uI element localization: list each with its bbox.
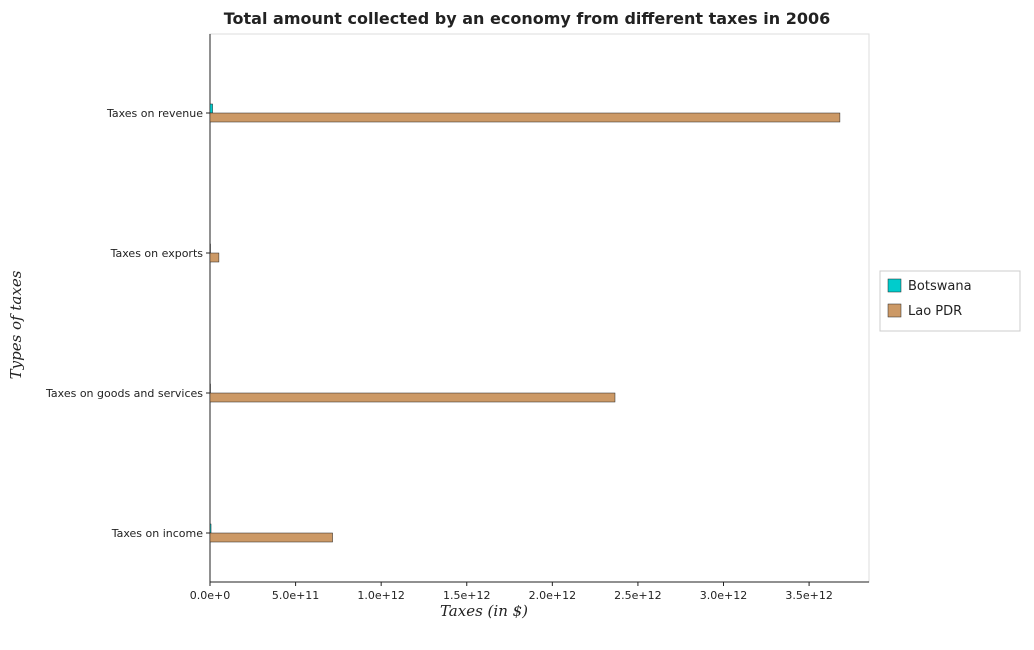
bar-lao-pdr-2 xyxy=(209,392,616,403)
bar-lao-pdr-3 xyxy=(209,532,333,543)
x-tick-label: 2.5e+12 xyxy=(614,589,661,602)
x-ticks-group: 0.0e+0 5.0e+11 1.0e+12 1.5e+12 2.0e+12 2.5e+1… xyxy=(190,582,833,602)
y-ticks-group: Taxes on revenue Taxes on exports Taxes on… xyxy=(45,107,210,540)
bar-lao-pdr-1 xyxy=(209,252,220,263)
x-axis-label: Taxes (in $) xyxy=(440,602,528,620)
y-tick-label: Taxes on revenue xyxy=(106,107,203,120)
legend: Botswana Lao PDR xyxy=(879,270,1021,332)
x-tick-label: 1.5e+12 xyxy=(443,589,490,602)
bar-botswana-0 xyxy=(209,103,213,114)
legend-swatch-lao-pdr xyxy=(887,303,902,318)
x-tick-label: 3.5e+12 xyxy=(785,589,832,602)
x-tick-label: 0.0e+0 xyxy=(190,589,230,602)
chart-title: Total amount collected by an economy fro… xyxy=(224,9,831,28)
x-tick-label: 3.0e+12 xyxy=(700,589,747,602)
y-tick-label: Taxes on income xyxy=(111,527,204,540)
y-tick-label: Taxes on goods and services xyxy=(45,387,203,400)
x-tick-label: 5.0e+11 xyxy=(272,589,319,602)
legend-label-lao-pdr: Lao PDR xyxy=(908,304,962,319)
legend-box xyxy=(879,270,1021,332)
bar-botswana-2 xyxy=(209,383,211,394)
x-tick-label: 1.0e+12 xyxy=(357,589,404,602)
bar-botswana-3 xyxy=(209,523,212,534)
bars-group xyxy=(209,103,841,543)
legend-label-botswana: Botswana xyxy=(908,279,972,294)
x-tick-label: 2.0e+12 xyxy=(529,589,576,602)
legend-swatch-botswana xyxy=(887,278,902,293)
y-axis-label: Types of taxes xyxy=(7,270,25,379)
y-tick-label: Taxes on exports xyxy=(110,247,204,260)
bar-botswana-1 xyxy=(209,243,211,254)
bar-lao-pdr-0 xyxy=(209,112,841,123)
